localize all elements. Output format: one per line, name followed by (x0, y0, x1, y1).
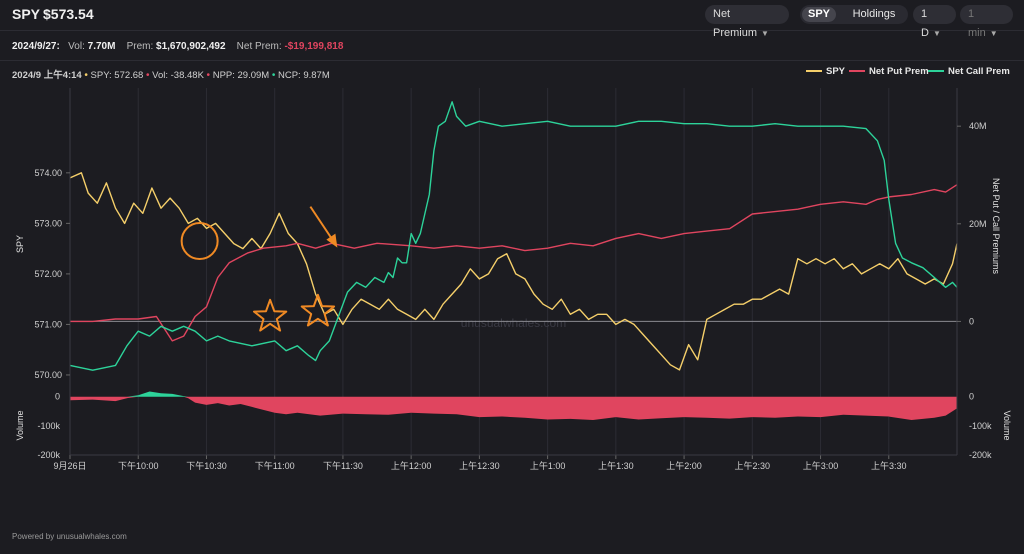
current-price: $573.54 (43, 6, 94, 22)
hover-spy: SPY: 572.68 (90, 70, 144, 81)
net-put-prem-line (70, 184, 958, 342)
net-prem-label: Net Prem: (236, 41, 282, 52)
x-tick-label: 9月26日 (53, 461, 86, 471)
x-tick-label: 上午12:00 (391, 460, 432, 471)
series-lines (69, 101, 958, 371)
summary-date: 2024/9/27: (12, 41, 60, 52)
annotation-star (300, 293, 336, 327)
daily-summary: 2024/9/27: Vol: 7.70M Prem: $1,670,902,4… (12, 41, 343, 52)
hover-time: 2024/9 上午4:14 (12, 70, 82, 81)
volume-axis-title-right: Volume (1002, 410, 1012, 440)
hover-readout: 2024/9 上午4:14 • SPY: 572.68 • Vol: -38.4… (12, 67, 330, 81)
ncp-dot-icon: • (271, 70, 276, 81)
legend-put[interactable]: Net Put Prem (849, 66, 929, 77)
divider (0, 60, 1024, 61)
x-tick-label: 下午11:30 (323, 460, 363, 471)
right-tick-label: 40M (969, 121, 987, 131)
x-tick-label: 下午10:00 (118, 460, 159, 471)
annotation-arrow-head (326, 233, 338, 248)
net-prem-value: -$19,199,818 (284, 41, 344, 52)
prem-value: $1,670,902,492 (156, 41, 226, 52)
right-axis-title: Net Put / Call Premiums (991, 178, 1001, 275)
legend-put-label: Net Put Prem (869, 66, 929, 77)
legend-line-icon (806, 70, 822, 73)
annotation-star (253, 298, 288, 332)
interval-label: 1 min (968, 8, 986, 39)
chart-axes: 9月26日 下午10:00 下午10:30 下午11:00 下午11:30 上午12:00… (15, 88, 1012, 471)
range-select[interactable]: 1 D ▼ (913, 5, 956, 39)
premium-type-select[interactable]: Net Premium ▼ (705, 5, 789, 39)
tab-spy[interactable]: SPY (802, 7, 836, 22)
legend-spy[interactable]: SPY (806, 66, 845, 77)
chevron-down-icon: ▼ (761, 29, 769, 38)
left-tick-label: 573.00 (34, 218, 62, 228)
legend-call-label: Net Call Prem (948, 66, 1010, 77)
volume-area (70, 391, 957, 421)
footer-credit: Powered by unusualwhales.com (12, 532, 127, 541)
right-tick-label: 20M (969, 219, 987, 229)
vol-label: Vol: (68, 41, 85, 52)
ticker-symbol: SPY (12, 6, 41, 22)
net-call-prem-line (69, 101, 958, 371)
left-tick-label: 572.00 (34, 269, 62, 279)
volume-tick-label-left: -200k (37, 450, 60, 460)
volume-tick-label-right: -100k (969, 421, 992, 431)
left-tick-label: 574.00 (34, 168, 62, 178)
x-tick-label: 上午2:00 (666, 460, 702, 471)
volume-tick-label-left: -100k (37, 421, 60, 431)
left-tick-label: 570.00 (34, 370, 62, 380)
prem-label: Prem: (126, 41, 154, 52)
vol-dot-icon: • (145, 70, 150, 81)
watermark: unusualwhales.com (461, 316, 566, 330)
top-bar: SPY $573.54 Net Premium ▼ SPY Holdings 1 … (0, 0, 1024, 39)
spy-line (69, 172, 958, 371)
x-tick-label: 下午11:00 (255, 460, 295, 471)
x-tick-label: 上午2:30 (735, 460, 771, 471)
right-tick-label: 0 (969, 316, 974, 326)
interval-select[interactable]: 1 min ▼ (960, 5, 1013, 39)
x-tick-label: 下午10:30 (186, 460, 227, 471)
legend-spy-label: SPY (826, 66, 846, 77)
volume-tick-label-right: -200k (969, 450, 992, 460)
tab-holdings[interactable]: Holdings (852, 8, 896, 20)
legend-line-icon (849, 70, 865, 73)
annotations (180, 206, 338, 332)
x-tick-label: 上午1:30 (598, 460, 634, 471)
view-toggle: SPY Holdings (800, 5, 908, 24)
x-tick-label: 上午3:30 (871, 460, 907, 471)
x-tick-label: 上午12:30 (459, 460, 500, 471)
volume-negative-area (70, 396, 957, 421)
volume-tick-label-right: 0 (969, 392, 974, 402)
chevron-down-icon: ▼ (932, 29, 941, 38)
legend-call[interactable]: Net Call Prem (928, 66, 1010, 77)
hover-ncp: NCP: 9.87M (278, 70, 330, 81)
volume-positive-area (70, 391, 957, 397)
volume-tick-label-left: 0 (55, 392, 60, 402)
volume-axis-title-left: Volume (15, 410, 25, 440)
x-tick-label: 上午3:00 (803, 460, 839, 471)
npp-dot-icon: • (206, 70, 211, 81)
left-tick-label: 571.00 (34, 319, 62, 329)
spy-dot-icon: • (84, 70, 88, 81)
vol-value: 7.70M (87, 41, 116, 52)
annotation-arrow-shaft (309, 206, 336, 244)
left-axis-title: SPY (15, 235, 25, 253)
annotation-circle (180, 222, 219, 261)
x-tick-label: 上午1:00 (530, 460, 566, 471)
legend-line-icon (928, 70, 944, 73)
chevron-down-icon: ▼ (989, 29, 998, 38)
hover-npp: NPP: 29.09M (212, 70, 270, 81)
premium-type-label: Net Premium (713, 8, 758, 39)
range-label: 1 D (921, 8, 929, 39)
hover-vol: Vol: -38.48K (152, 70, 204, 81)
